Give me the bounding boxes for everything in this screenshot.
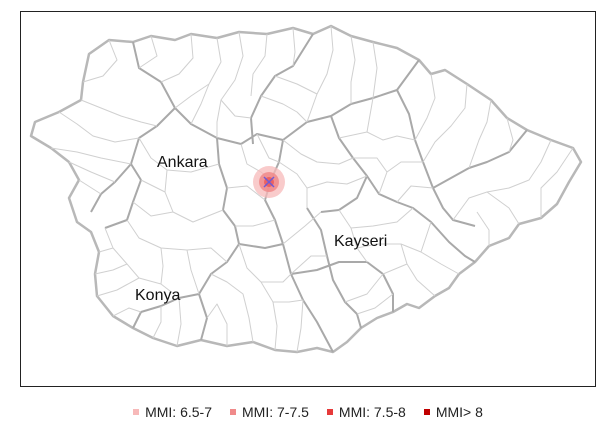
city-label-konya: Konya [135,287,181,304]
map-panel[interactable]: Ankara Kayseri Konya [20,11,596,387]
legend-item-mmi-6-5-7: MMI: 6.5-7 [133,404,212,420]
city-label-ankara: Ankara [157,154,208,171]
map-legend: MMI: 6.5-7 MMI: 7-7.5 MMI: 7.5-8 MMI> 8 [0,401,616,423]
legend-item-mmi-gt-8: MMI> 8 [423,404,483,420]
legend-label: MMI: 7.5-8 [338,404,406,420]
legend-swatch [133,409,140,415]
district-borders [50,25,574,353]
legend-swatch [326,409,333,415]
legend-swatch [230,409,236,415]
legend-item-mmi-7-7-5: MMI: 7-7.5 [230,404,309,420]
x-mark-icon [263,176,275,188]
region-map [29,24,583,354]
legend-label: MMI> 8 [435,404,483,420]
legend-label: MMI: 6.5-7 [145,404,212,420]
legend-item-mmi-7-5-8: MMI: 7.5-8 [326,404,406,420]
legend-swatch [423,409,430,415]
legend-label: MMI: 7-7.5 [242,404,309,420]
city-label-kayseri: Kayseri [334,233,388,250]
